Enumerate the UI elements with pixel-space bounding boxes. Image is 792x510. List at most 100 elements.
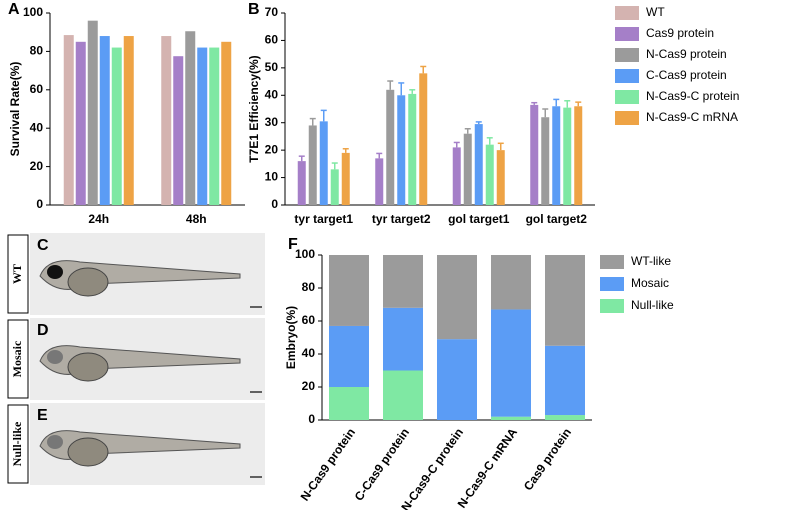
legend-swatch xyxy=(600,299,624,313)
bar xyxy=(123,36,134,205)
fish-yolk xyxy=(67,437,109,467)
bar-segment xyxy=(491,255,531,310)
bar-segment xyxy=(491,416,531,420)
legend-swatch xyxy=(615,90,639,104)
label-box xyxy=(7,404,29,484)
bar xyxy=(541,117,550,205)
x-tick-label: Cas9 protein xyxy=(521,426,574,494)
y-tick-label: 10 xyxy=(265,170,279,184)
bar xyxy=(161,36,172,205)
bar xyxy=(397,95,406,205)
y-tick-label: 20 xyxy=(30,159,44,173)
y-tick-label: 100 xyxy=(295,247,315,261)
bar-segment xyxy=(383,307,423,371)
y-tick-label: 60 xyxy=(265,33,279,47)
bar xyxy=(496,150,505,205)
image-label: WT xyxy=(10,264,24,284)
legend-label: N-Cas9-C protein xyxy=(646,89,739,103)
bar xyxy=(185,31,196,205)
y-tick-label: 80 xyxy=(302,280,316,294)
bar xyxy=(341,152,350,205)
error-bar xyxy=(497,142,504,151)
y-tick-label: 40 xyxy=(302,346,316,360)
y-tick-label: 20 xyxy=(302,379,316,393)
y-tick-label: 0 xyxy=(271,197,278,211)
error-bar xyxy=(464,127,471,134)
error-bar xyxy=(376,152,383,159)
bar-segment xyxy=(545,415,585,420)
error-bar xyxy=(309,117,316,126)
error-bar xyxy=(320,109,327,122)
bar xyxy=(386,89,395,205)
legend-swatch xyxy=(600,255,624,269)
x-tick-label: gol target2 xyxy=(526,212,588,226)
bar xyxy=(197,47,208,206)
y-tick-label: 80 xyxy=(30,44,44,58)
error-bar xyxy=(475,121,482,125)
bar xyxy=(209,47,220,206)
bar xyxy=(375,158,384,205)
y-axis-label: Survival Rate(%) xyxy=(8,62,22,157)
bar-segment xyxy=(329,255,369,326)
legend-swatch xyxy=(615,69,639,83)
bar-segment xyxy=(545,255,585,346)
error-bar xyxy=(542,108,549,118)
legend-swatch xyxy=(615,27,639,41)
y-tick-label: 20 xyxy=(265,142,279,156)
y-tick-label: 100 xyxy=(23,5,43,19)
y-tick-label: 0 xyxy=(308,412,315,426)
legend-swatch xyxy=(615,6,639,20)
bar xyxy=(330,169,339,205)
y-tick-label: 30 xyxy=(265,115,279,129)
fish-yolk xyxy=(67,267,109,297)
error-bar xyxy=(420,65,427,74)
bar xyxy=(408,93,417,205)
bar-segment xyxy=(383,370,423,420)
label-box xyxy=(7,234,29,314)
legend-label: Cas9 protein xyxy=(646,26,714,40)
legend-swatch xyxy=(615,48,639,62)
legend-swatch xyxy=(615,111,639,125)
bar xyxy=(221,41,232,205)
fish-eye xyxy=(47,350,63,364)
panel-letter: F xyxy=(288,236,298,253)
legend-label: WT-like xyxy=(631,254,671,268)
error-bar xyxy=(564,100,571,108)
bar-segment xyxy=(437,339,477,420)
legend-label: N-Cas9 protein xyxy=(646,47,727,61)
error-bar xyxy=(331,162,338,170)
bar xyxy=(485,144,494,205)
y-tick-label: 40 xyxy=(30,120,44,134)
legend-swatch xyxy=(600,277,624,291)
x-tick-label: C-Cas9 protein xyxy=(352,426,412,504)
x-tick-label: gol target1 xyxy=(448,212,510,226)
fish-yolk xyxy=(67,352,109,382)
legend-label: C-Cas9 protein xyxy=(646,68,727,82)
bar-segment xyxy=(329,387,369,420)
fish-eye xyxy=(47,265,63,279)
bar xyxy=(297,161,306,205)
legend-label: Mosaic xyxy=(631,276,669,290)
fish-eye xyxy=(47,435,63,449)
error-bar xyxy=(398,82,405,96)
bar xyxy=(75,41,86,205)
bar-segment xyxy=(545,345,585,416)
y-tick-label: 50 xyxy=(265,60,279,74)
error-bar xyxy=(342,148,349,153)
bar xyxy=(111,47,122,206)
bar xyxy=(563,107,572,205)
bar xyxy=(308,125,317,205)
panel-letter: D xyxy=(37,322,49,339)
error-bar xyxy=(453,141,460,148)
error-bar xyxy=(486,137,493,145)
error-bar xyxy=(575,101,582,107)
x-tick-label: N-Cas9-C mRNA xyxy=(455,425,521,510)
bar xyxy=(552,106,561,205)
y-tick-label: 40 xyxy=(265,87,279,101)
panel-letter: C xyxy=(37,237,49,254)
legend-label: WT xyxy=(646,5,665,19)
bar xyxy=(530,104,539,205)
bar xyxy=(173,56,184,206)
y-tick-label: 0 xyxy=(36,197,43,211)
